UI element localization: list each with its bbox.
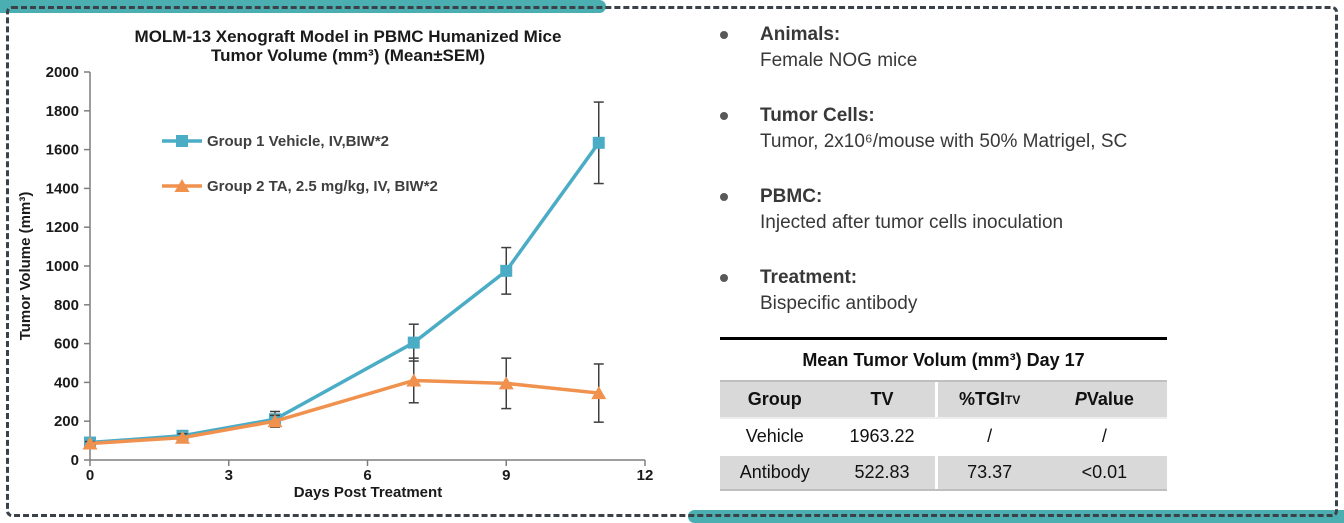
bullet-text: Female NOG mice (760, 50, 918, 71)
chart-title-line1: MOLM-13 Xenograft Model in PBMC Humanize… (135, 27, 562, 46)
bullet-text: Injected after tumor cells inoculation (760, 212, 1064, 233)
x-axis-tick-label: 0 (86, 467, 94, 484)
table-header-row: Group TV %TGI TV P Value (720, 380, 1167, 417)
y-axis-tick-label: 400 (54, 374, 79, 391)
bullet-heading: Animals: (760, 24, 841, 45)
series-line-1 (89, 378, 599, 446)
cell-group: Vehicle (745, 426, 804, 446)
table-title: Mean Tumor Volum (mm³) Day 17 (720, 340, 1167, 380)
x-axis-tick-label: 12 (637, 467, 654, 484)
triangle-marker (406, 373, 422, 387)
y-axis-label: Tumor Volume (mm³) (17, 192, 34, 341)
cell-tv: 522.83 (854, 462, 910, 482)
bullet-tumor-cells: Tumor Cells: Tumor, 2x10⁶/mouse with 50%… (700, 103, 1340, 155)
y-axis-tick-label: 1600 (46, 142, 79, 159)
y-axis-tick-label: 200 (54, 413, 79, 430)
y-axis-tick-label: 1200 (46, 219, 79, 236)
bullet-icon (720, 274, 728, 282)
triangle-marker (267, 414, 283, 428)
cell-p: / (1101, 426, 1107, 446)
y-axis-tick-label: 1800 (46, 103, 79, 120)
legend-label-0: Group 1 Vehicle, IV,BIW*2 (207, 133, 389, 150)
y-axis-tick-label: 0 (71, 452, 79, 469)
top-accent-bar (0, 0, 606, 13)
legend-triangle-marker (174, 179, 190, 192)
x-axis-tick-label: 3 (225, 467, 233, 484)
bullet-icon (720, 31, 728, 39)
y-axis-tick-label: 600 (54, 336, 79, 353)
square-marker (407, 336, 420, 349)
study-details-panel: Animals: Female NOG mice Tumor Cells: Tu… (700, 0, 1340, 523)
bullet-pbmc: PBMC: Injected after tumor cells inocula… (700, 184, 1340, 236)
tumor-growth-chart: MOLM-13 Xenograft Model in PBMC Humanize… (17, 27, 654, 501)
chart-plot-area: 0 200 400 600 800 1000 1200 1400 1600 1800 2000 0 3 6… (46, 64, 654, 484)
header-tgi: %TGI TV (934, 382, 1042, 417)
x-axis-tick-label: 6 (363, 467, 371, 484)
header-tgi-sub: TV (1005, 392, 1021, 407)
bullet-treatment: Treatment: Bispecific antibody (700, 265, 1340, 317)
table-row-vehicle: Vehicle 1963.22 / / (720, 417, 1167, 454)
triangle-marker (175, 430, 190, 444)
y-axis-tick-label: 2000 (46, 64, 79, 81)
legend-square-marker (176, 135, 188, 147)
bullet-icon (720, 193, 728, 201)
square-marker (592, 136, 605, 149)
header-p-rest: Value (1086, 389, 1134, 409)
bullet-animals: Animals: Female NOG mice (700, 22, 1340, 74)
triangle-marker (82, 436, 98, 450)
header-tv: TV (870, 389, 894, 409)
header-tgi-text: %TGI (958, 389, 1005, 409)
x-axis-tick-label: 9 (502, 467, 510, 484)
bullet-icon (720, 112, 728, 120)
y-axis-tick-label: 800 (54, 297, 79, 314)
y-axis-tick-label: 1400 (46, 180, 79, 197)
bullet-heading: Treatment: (760, 267, 858, 288)
cell-group: Antibody (739, 462, 810, 482)
square-marker (500, 264, 513, 277)
cell-tgi: 73.37 (934, 456, 1042, 489)
mean-tumor-volume-table: Mean Tumor Volum (mm³) Day 17 Group TV %… (720, 337, 1167, 491)
bottom-accent-bar (688, 510, 1344, 523)
y-axis-tick-label: 1000 (46, 258, 79, 275)
table-row-antibody: Antibody 522.83 73.37 <0.01 (720, 454, 1167, 491)
header-p-italic: P (1074, 389, 1087, 409)
cell-tgi: / (934, 419, 1042, 454)
legend-label-1: Group 2 TA, 2.5 mg/kg, IV, BIW*2 (207, 178, 438, 195)
study-bullet-list: Animals: Female NOG mice Tumor Cells: Tu… (700, 0, 1340, 317)
triangle-marker (498, 376, 514, 390)
bullet-heading: PBMC: (760, 186, 823, 207)
cell-p: <0.01 (1081, 462, 1128, 482)
series-line-0 (89, 141, 601, 445)
header-p-value: P Value (1042, 382, 1167, 417)
bullet-text: Bispecific antibody (760, 293, 918, 314)
header-group: Group (747, 389, 802, 409)
bullet-text: Tumor, 2x10⁶/mouse with 50% Matrigel, SC (760, 131, 1128, 152)
triangle-marker (591, 386, 607, 400)
x-axis-label: Days Post Treatment (294, 484, 442, 501)
chart-title-line2: Tumor Volume (mm³) (Mean±SEM) (211, 46, 485, 65)
bullet-heading: Tumor Cells: (760, 105, 875, 126)
cell-tv: 1963.22 (849, 426, 915, 446)
